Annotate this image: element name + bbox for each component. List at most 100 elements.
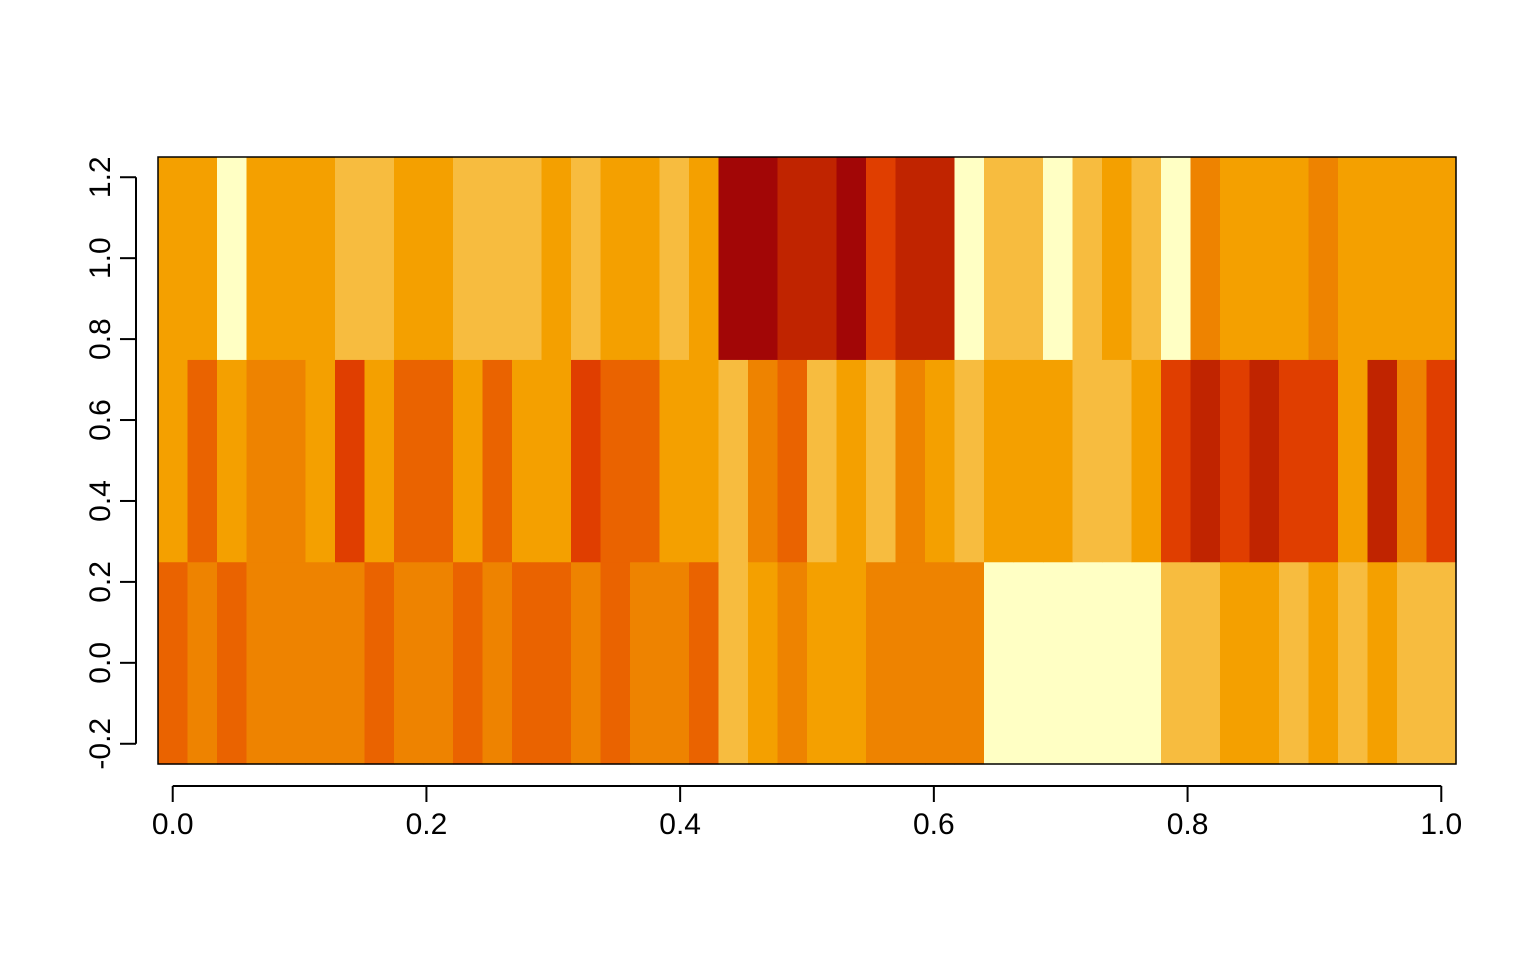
heatmap-cell [571, 561, 602, 765]
heatmap-cell [187, 561, 218, 765]
heatmap-cell [1249, 561, 1280, 765]
heatmap-cell [836, 157, 867, 360]
y-tick-label: 0.8 [84, 318, 117, 360]
heatmap-cell [718, 561, 749, 765]
heatmap-cell [1102, 359, 1133, 563]
heatmap-cell [305, 359, 336, 563]
heatmap-cell [1308, 157, 1339, 360]
heatmap-cell [1013, 359, 1044, 563]
heatmap-cell [217, 561, 248, 765]
heatmap-cell [187, 359, 218, 563]
heatmap-cell [925, 359, 956, 563]
plot-frame [157, 156, 1457, 765]
heatmap-cell [276, 359, 307, 563]
heatmap-cell [482, 157, 513, 360]
heatmap-cell [630, 561, 661, 765]
heatmap-cell [482, 359, 513, 563]
x-tick-label: 0.4 [659, 808, 701, 841]
heatmap-cell [718, 157, 749, 360]
heatmap-cell [925, 561, 956, 765]
heatmap-cell [305, 157, 336, 360]
heatmap-cell [1426, 359, 1457, 563]
heatmap-cell [246, 561, 277, 765]
heatmap-cell [748, 561, 779, 765]
heatmap-cell [246, 359, 277, 563]
heatmap-cell [305, 561, 336, 765]
heatmap-cell [984, 157, 1015, 360]
heatmap-cell [1426, 561, 1457, 765]
heatmap-cell [1220, 359, 1251, 563]
heatmap-cell [1043, 561, 1074, 765]
heatmap-cell [541, 561, 572, 765]
heatmap-cells [158, 157, 1457, 765]
heatmap-cell [1367, 157, 1398, 360]
heatmap-cell [1013, 561, 1044, 765]
heatmap-cell [158, 157, 189, 360]
x-tick-label: 0.2 [406, 808, 448, 841]
heatmap-cell [276, 561, 307, 765]
y-axis: -0.2 0.0 0.2 0.4 0.6 0.8 1.0 1.2 [84, 156, 137, 770]
heatmap-cell [1279, 359, 1310, 563]
heatmap-cell [718, 359, 749, 563]
heatmap-cell [954, 561, 985, 765]
heatmap-cell [1102, 157, 1133, 360]
heatmap-cell [423, 359, 454, 563]
y-tick-label: 0.0 [84, 642, 117, 684]
heatmap-cell [187, 157, 218, 360]
heatmap-cell [925, 157, 956, 360]
heatmap-cell [482, 561, 513, 765]
y-tick-label: 0.2 [84, 561, 117, 603]
heatmap-cell [777, 359, 808, 563]
y-tick-label: -0.2 [84, 718, 117, 770]
heatmap-cell [1397, 561, 1428, 765]
heatmap-cell [1043, 157, 1074, 360]
heatmap-cell [1338, 359, 1369, 563]
heatmap-cell [600, 157, 631, 360]
heatmap-cell [777, 561, 808, 765]
heatmap-cell [1190, 561, 1221, 765]
heatmap-cell [1367, 359, 1398, 563]
heatmap-cell [1072, 561, 1103, 765]
y-tick-label: 0.6 [84, 399, 117, 441]
heatmap-cell [1161, 561, 1192, 765]
heatmap-cell [1338, 561, 1369, 765]
heatmap-cell [541, 359, 572, 563]
heatmap-cell [836, 561, 867, 765]
heatmap-cell [748, 359, 779, 563]
heatmap-cell [276, 157, 307, 360]
heatmap-cell [895, 359, 926, 563]
heatmap-cell [423, 157, 454, 360]
heatmap-cell [1308, 359, 1339, 563]
heatmap-cell [394, 561, 425, 765]
heatmap-cell [1367, 561, 1398, 765]
heatmap-cell [571, 359, 602, 563]
heatmap-cell [689, 561, 720, 765]
heatmap-cell [1308, 561, 1339, 765]
heatmap-cell [984, 561, 1015, 765]
heatmap-cell [1426, 157, 1457, 360]
heatmap-cell [689, 359, 720, 563]
heatmap-cell [895, 157, 926, 360]
x-tick-label: 1.0 [1420, 808, 1462, 841]
heatmap-cell [394, 359, 425, 563]
heatmap-cell [1190, 359, 1221, 563]
heatmap-cell [1161, 359, 1192, 563]
heatmap-cell [571, 157, 602, 360]
heatmap-cell [217, 359, 248, 563]
heatmap-cell [1131, 561, 1162, 765]
heatmap-cell [1190, 157, 1221, 360]
y-tick-label: 1.2 [84, 156, 117, 198]
heatmap-cell [1279, 157, 1310, 360]
heatmap-cell [1220, 561, 1251, 765]
heatmap-cell [335, 359, 366, 563]
heatmap-cell [807, 561, 838, 765]
heatmap-cell [335, 157, 366, 360]
heatmap-cell [689, 157, 720, 360]
heatmap-cell [423, 561, 454, 765]
heatmap-cell [1043, 359, 1074, 563]
heatmap-cell [630, 359, 661, 563]
heatmap-cell [954, 359, 985, 563]
heatmap-cell [1338, 157, 1369, 360]
heatmap-cell [1220, 157, 1251, 360]
